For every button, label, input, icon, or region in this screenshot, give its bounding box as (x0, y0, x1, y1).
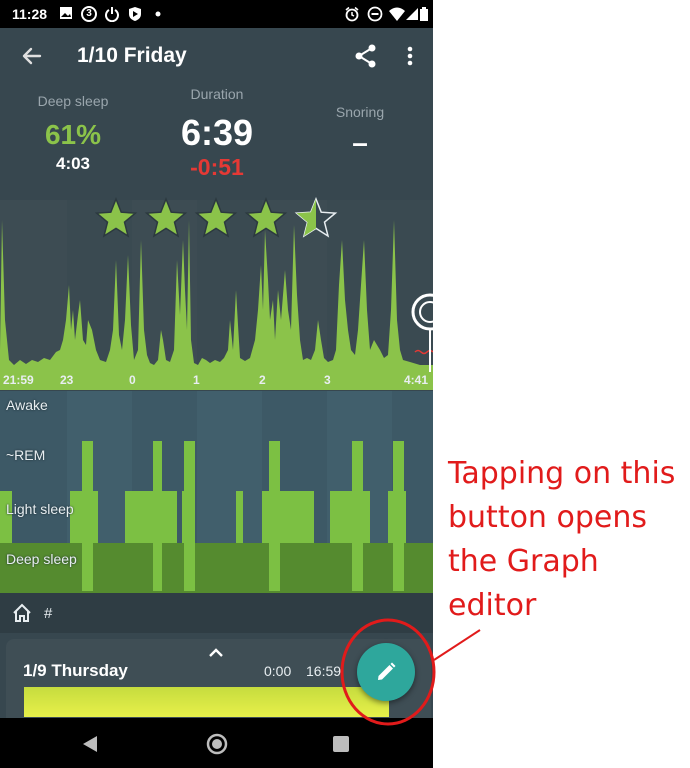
light-sleep-blocks (0, 491, 406, 543)
hour-label: 2 (259, 373, 266, 387)
duration-label: Duration (190, 86, 244, 102)
hypnogram[interactable] (0, 391, 433, 593)
card-start-time: 0:00 (264, 663, 292, 679)
arrow-back-icon[interactable] (18, 42, 46, 70)
wifi-icon (389, 6, 405, 22)
app-bar: 1/10 Friday (0, 28, 433, 84)
hypnogram-label-awake: Awake (6, 397, 48, 413)
snoring-label: Snoring (335, 104, 385, 120)
hour-label: 3 (324, 373, 331, 387)
dot-icon (150, 6, 166, 22)
annotation-line: Tapping on this (448, 456, 676, 491)
annotation-line: editor (448, 588, 537, 623)
page-title: 1/10 Friday (77, 44, 187, 67)
status-time: 11:28 (12, 6, 48, 22)
hour-label: 0 (129, 373, 136, 387)
alarm-marker-icon[interactable] (411, 293, 433, 372)
home-circle-icon[interactable] (206, 733, 228, 760)
deep-sleep-label: Deep sleep (37, 93, 109, 109)
tag-label[interactable]: # (44, 605, 53, 622)
image-icon (58, 6, 74, 22)
deep-sleep-time: 4:03 (55, 154, 91, 173)
hypnogram-label-rem: ~REM (6, 447, 46, 463)
movement-area (0, 220, 433, 390)
status-bar: 11:28 3 (0, 0, 433, 28)
chevron-up-icon[interactable] (206, 645, 226, 664)
battery-icon (419, 6, 429, 22)
badge-number: 3 (86, 8, 92, 19)
numbered-badge-icon: 3 (81, 6, 97, 22)
deep-sleep-percent: 61% (44, 119, 102, 150)
tag-row: # (0, 593, 433, 633)
pencil-icon (375, 661, 397, 688)
hour-label: 21:59 (3, 373, 34, 387)
edit-graph-button[interactable] (357, 643, 415, 701)
phone-screen: 11:28 3 (0, 0, 433, 768)
annotation-pointer (433, 629, 481, 661)
hypnogram-label-light-sleep: Light sleep (6, 501, 74, 517)
alarm-icon (344, 6, 360, 22)
annotation-text: Tapping on this button opens the Graph e… (448, 452, 688, 628)
share-icon[interactable] (352, 42, 380, 70)
card-end-time: 16:59 (306, 663, 342, 679)
back-triangle-icon[interactable] (82, 735, 98, 758)
signal-icon (404, 6, 420, 22)
hypnogram-label-deep-sleep: Deep sleep (6, 551, 77, 567)
power-icon (104, 6, 120, 23)
snoring-value: – (352, 127, 368, 158)
hour-label: 23 (60, 373, 74, 387)
card-sleep-bar (24, 687, 389, 717)
more-vert-icon[interactable] (396, 42, 424, 70)
hour-label: 1 (193, 373, 200, 387)
duration-diff: -0:51 (190, 154, 244, 180)
navigation-bar (0, 718, 433, 768)
hour-label: 4:41 (404, 373, 429, 387)
do-not-disturb-icon (367, 6, 383, 22)
sleep-graph[interactable] (0, 200, 433, 390)
annotation-line: the Graph (448, 544, 599, 579)
home-icon[interactable] (11, 603, 33, 628)
shield-icon (127, 6, 143, 22)
recents-square-icon[interactable] (333, 736, 349, 757)
annotation-line: button opens (448, 500, 647, 535)
card-day: 1/9 Thursday (23, 661, 128, 680)
rem-blocks (82, 441, 404, 591)
duration-value: 6:39 (180, 112, 254, 153)
highlight-circle (340, 618, 436, 726)
